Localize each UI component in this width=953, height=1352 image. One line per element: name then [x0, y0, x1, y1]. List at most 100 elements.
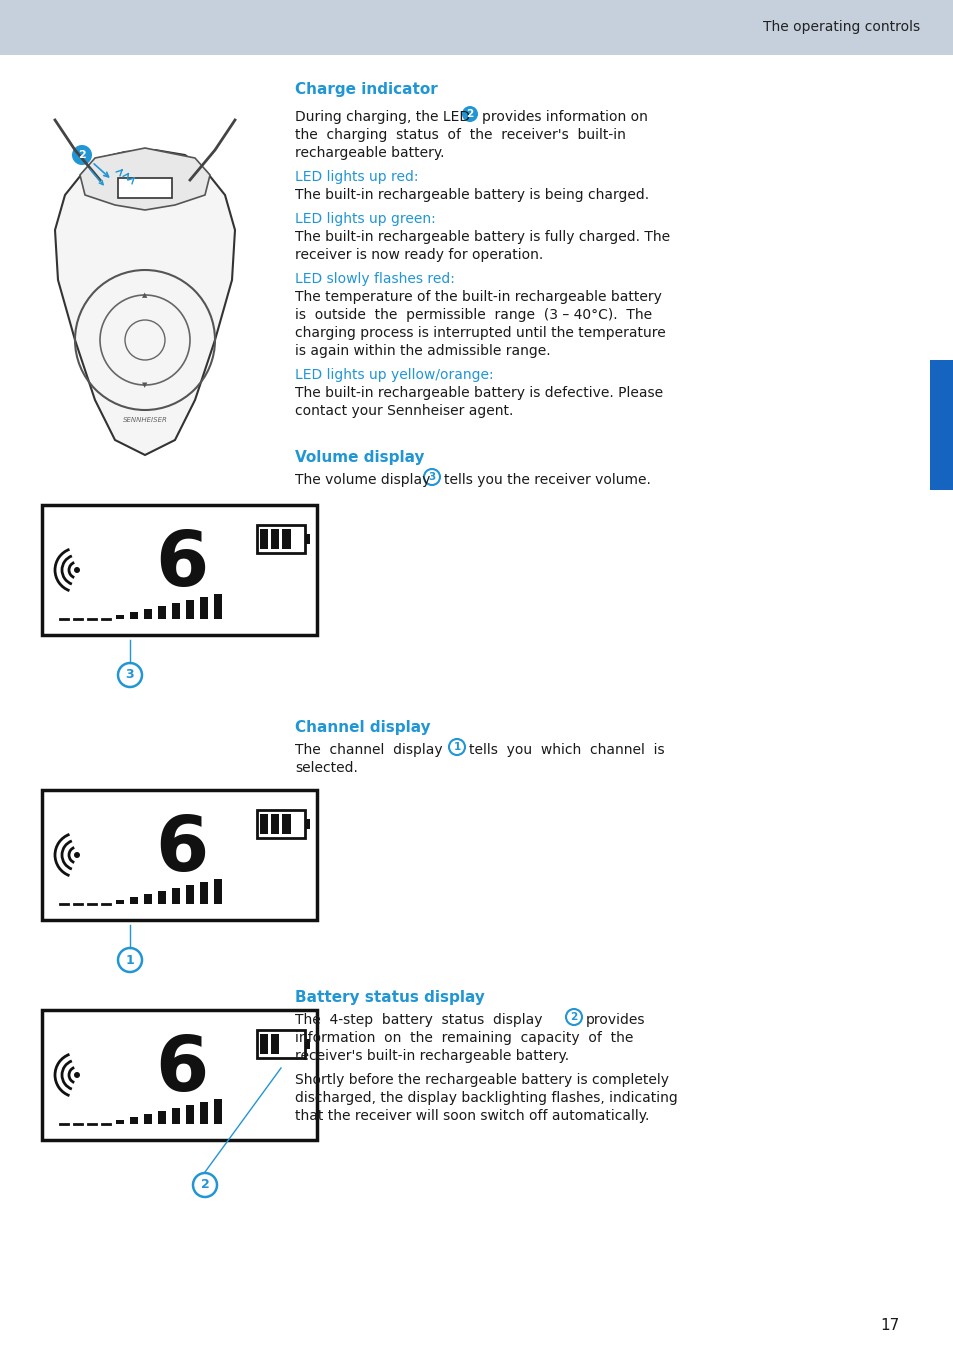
Bar — [158, 1111, 166, 1124]
Bar — [305, 1038, 310, 1049]
Text: contact your Sennheiser agent.: contact your Sennheiser agent. — [294, 404, 513, 418]
Text: 6: 6 — [155, 529, 209, 602]
Bar — [130, 612, 138, 619]
Bar — [213, 1099, 222, 1124]
Text: tells  you  which  channel  is: tells you which channel is — [469, 744, 664, 757]
Text: The built-in rechargeable battery is defective. Please: The built-in rechargeable battery is def… — [294, 387, 662, 400]
FancyBboxPatch shape — [118, 178, 172, 197]
Circle shape — [118, 948, 142, 972]
Bar — [158, 891, 166, 904]
Text: charging process is interrupted until the temperature: charging process is interrupted until th… — [294, 326, 665, 339]
Bar — [186, 600, 193, 619]
Bar — [305, 819, 310, 829]
Bar — [116, 900, 124, 904]
Bar — [158, 606, 166, 619]
Bar — [172, 603, 180, 619]
Bar — [260, 529, 268, 549]
Bar — [42, 506, 316, 635]
Text: rechargeable battery.: rechargeable battery. — [294, 146, 444, 160]
Text: The  channel  display: The channel display — [294, 744, 442, 757]
Text: 2: 2 — [466, 110, 473, 119]
Bar — [271, 814, 279, 834]
Text: SENNHEISER: SENNHEISER — [122, 416, 168, 423]
Text: The built-in rechargeable battery is being charged.: The built-in rechargeable battery is bei… — [294, 188, 648, 201]
Circle shape — [423, 469, 439, 485]
Bar — [42, 790, 316, 919]
Bar — [144, 608, 152, 619]
Bar — [260, 814, 268, 834]
Bar — [213, 594, 222, 619]
Bar — [282, 814, 291, 834]
Text: 3: 3 — [126, 668, 134, 681]
Text: The volume display: The volume display — [294, 473, 430, 487]
Circle shape — [118, 662, 142, 687]
Bar — [213, 879, 222, 904]
Bar — [929, 360, 953, 489]
Text: LED slowly flashes red:: LED slowly flashes red: — [294, 272, 455, 287]
Bar — [130, 896, 138, 904]
Text: Battery status display: Battery status display — [294, 990, 484, 1005]
Text: 17: 17 — [880, 1317, 899, 1333]
Text: 1: 1 — [126, 953, 134, 967]
Text: 6: 6 — [155, 1033, 209, 1107]
Text: the  charging  status  of  the  receiver's  built-in: the charging status of the receiver's bu… — [294, 128, 625, 142]
Bar — [130, 1117, 138, 1124]
Text: Channel display: Channel display — [294, 721, 430, 735]
Text: Charge indicator: Charge indicator — [294, 82, 437, 97]
Circle shape — [449, 740, 464, 754]
Bar — [144, 894, 152, 904]
Text: 2: 2 — [570, 1013, 577, 1022]
Text: LED lights up green:: LED lights up green: — [294, 212, 436, 226]
Text: During charging, the LED: During charging, the LED — [294, 110, 470, 124]
Text: that the receiver will soon switch off automatically.: that the receiver will soon switch off a… — [294, 1109, 649, 1124]
Bar — [42, 1010, 316, 1140]
Text: The  4-step  battery  status  display: The 4-step battery status display — [294, 1013, 542, 1028]
Bar — [260, 1034, 268, 1055]
PathPatch shape — [80, 147, 210, 210]
Text: LED lights up red:: LED lights up red: — [294, 170, 418, 184]
Bar — [256, 525, 305, 553]
Text: Shortly before the rechargeable battery is completely: Shortly before the rechargeable battery … — [294, 1073, 668, 1087]
Bar — [282, 529, 291, 549]
Text: 6: 6 — [155, 813, 209, 887]
Text: ▼: ▼ — [142, 383, 148, 388]
Bar — [172, 1109, 180, 1124]
Text: The temperature of the built-in rechargeable battery: The temperature of the built-in recharge… — [294, 289, 661, 304]
Text: is  outside  the  permissible  range  (3 – 40°C).  The: is outside the permissible range (3 – 40… — [294, 308, 652, 322]
Text: tells you the receiver volume.: tells you the receiver volume. — [443, 473, 650, 487]
Circle shape — [74, 852, 80, 859]
PathPatch shape — [55, 150, 234, 456]
Bar — [200, 1102, 208, 1124]
Circle shape — [461, 105, 477, 122]
Bar — [200, 598, 208, 619]
Text: 1: 1 — [453, 742, 460, 752]
Text: information  on  the  remaining  capacity  of  the: information on the remaining capacity of… — [294, 1032, 633, 1045]
Bar — [305, 534, 310, 544]
Text: Volume display: Volume display — [294, 450, 424, 465]
Text: discharged, the display backlighting flashes, indicating: discharged, the display backlighting fla… — [294, 1091, 677, 1105]
Bar — [116, 615, 124, 619]
Bar — [186, 886, 193, 904]
Text: ▲: ▲ — [142, 292, 148, 297]
Bar — [186, 1105, 193, 1124]
Text: 2: 2 — [200, 1179, 209, 1191]
Text: is again within the admissible range.: is again within the admissible range. — [294, 343, 550, 358]
Bar — [271, 1034, 279, 1055]
Text: provides: provides — [585, 1013, 645, 1028]
Circle shape — [71, 145, 91, 165]
Circle shape — [74, 1072, 80, 1078]
Text: The operating controls: The operating controls — [762, 20, 919, 35]
Bar — [144, 1114, 152, 1124]
Bar — [116, 1119, 124, 1124]
Text: LED lights up yellow/orange:: LED lights up yellow/orange: — [294, 368, 493, 383]
Text: provides information on: provides information on — [481, 110, 647, 124]
Bar — [256, 810, 305, 838]
Bar — [0, 0, 953, 55]
Text: The built-in rechargeable battery is fully charged. The: The built-in rechargeable battery is ful… — [294, 230, 669, 243]
Text: receiver is now ready for operation.: receiver is now ready for operation. — [294, 247, 542, 262]
Bar — [172, 888, 180, 904]
Text: receiver's built-in rechargeable battery.: receiver's built-in rechargeable battery… — [294, 1049, 569, 1063]
Circle shape — [74, 566, 80, 573]
Text: 3: 3 — [428, 472, 436, 483]
Bar — [256, 1030, 305, 1059]
